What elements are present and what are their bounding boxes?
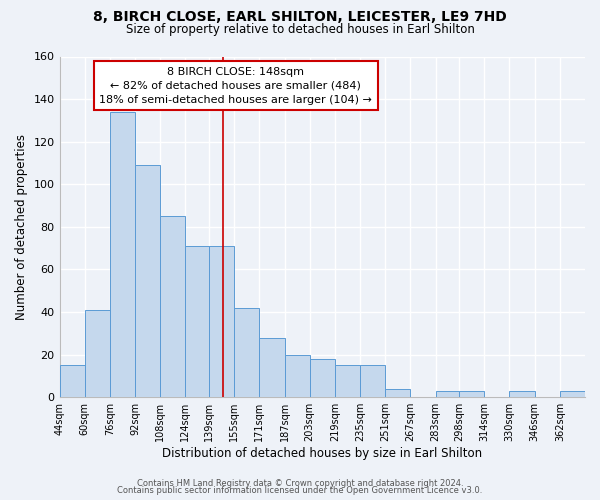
Text: Contains HM Land Registry data © Crown copyright and database right 2024.: Contains HM Land Registry data © Crown c… bbox=[137, 478, 463, 488]
Bar bbox=[259, 338, 284, 397]
Text: 8, BIRCH CLOSE, EARL SHILTON, LEICESTER, LE9 7HD: 8, BIRCH CLOSE, EARL SHILTON, LEICESTER,… bbox=[93, 10, 507, 24]
Bar bbox=[509, 391, 535, 397]
Bar bbox=[436, 391, 459, 397]
Bar bbox=[59, 366, 85, 397]
Bar bbox=[110, 112, 135, 397]
Bar bbox=[284, 354, 310, 397]
Text: 8 BIRCH CLOSE: 148sqm
← 82% of detached houses are smaller (484)
18% of semi-det: 8 BIRCH CLOSE: 148sqm ← 82% of detached … bbox=[99, 66, 372, 104]
Bar bbox=[185, 246, 209, 397]
Bar bbox=[160, 216, 185, 397]
Bar bbox=[459, 391, 484, 397]
Y-axis label: Number of detached properties: Number of detached properties bbox=[15, 134, 28, 320]
Bar bbox=[360, 366, 385, 397]
X-axis label: Distribution of detached houses by size in Earl Shilton: Distribution of detached houses by size … bbox=[162, 447, 482, 460]
Bar bbox=[85, 310, 110, 397]
Text: Size of property relative to detached houses in Earl Shilton: Size of property relative to detached ho… bbox=[125, 22, 475, 36]
Bar bbox=[135, 165, 160, 397]
Bar bbox=[385, 388, 410, 397]
Bar bbox=[310, 359, 335, 397]
Bar bbox=[234, 308, 259, 397]
Bar bbox=[209, 246, 234, 397]
Bar bbox=[335, 366, 360, 397]
Text: Contains public sector information licensed under the Open Government Licence v3: Contains public sector information licen… bbox=[118, 486, 482, 495]
Bar bbox=[560, 391, 585, 397]
